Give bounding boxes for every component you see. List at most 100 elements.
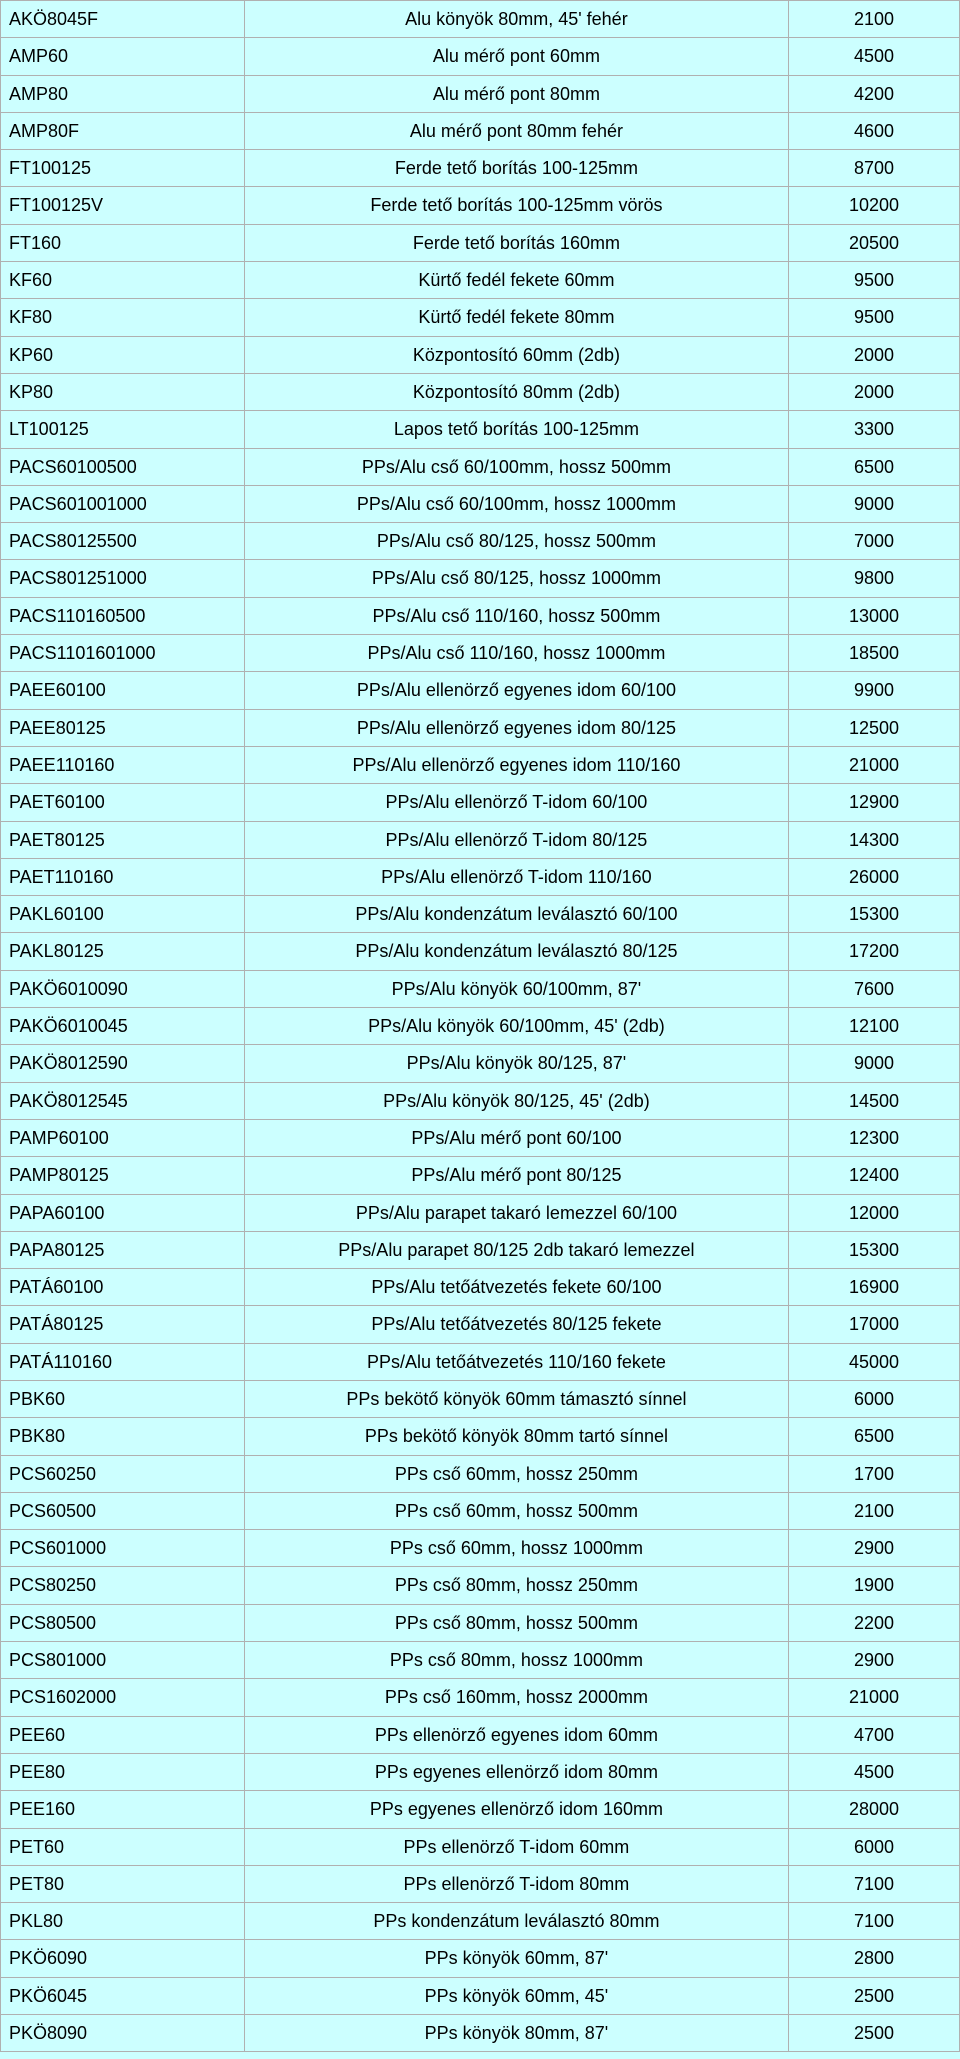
table-row: PACS80125500PPs/Alu cső 80/125, hossz 50… — [1, 523, 960, 560]
cell-price: 12000 — [789, 1194, 960, 1231]
table-row: PBK80PPs bekötő könyök 80mm tartó sínnel… — [1, 1418, 960, 1455]
cell-desc: PPs/Alu ellenörző T-idom 110/160 — [244, 858, 788, 895]
cell-code: AMP80 — [1, 75, 245, 112]
table-row: PCS801000PPs cső 80mm, hossz 1000mm2900 — [1, 1642, 960, 1679]
table-row: PATÁ110160PPs/Alu tetőátvezetés 110/160 … — [1, 1343, 960, 1380]
cell-price: 21000 — [789, 1679, 960, 1716]
table-row: PAKÖ8012590PPs/Alu könyök 80/125, 87'900… — [1, 1045, 960, 1082]
table-row: PCS80500PPs cső 80mm, hossz 500mm2200 — [1, 1604, 960, 1641]
cell-price: 2200 — [789, 1604, 960, 1641]
cell-code: PEE60 — [1, 1716, 245, 1753]
table-row: PAKÖ6010045PPs/Alu könyök 60/100mm, 45' … — [1, 1008, 960, 1045]
cell-code: PET60 — [1, 1828, 245, 1865]
table-row: FT100125Ferde tető borítás 100-125mm8700 — [1, 150, 960, 187]
cell-desc: PPs könyök 60mm, 45' — [244, 1977, 788, 2014]
cell-price: 2500 — [789, 2015, 960, 2052]
table-row: PKÖ6045PPs könyök 60mm, 45'2500 — [1, 1977, 960, 2014]
cell-code: PCS60250 — [1, 1455, 245, 1492]
table-row: PKÖ6090PPs könyök 60mm, 87'2800 — [1, 1940, 960, 1977]
cell-code: PEE80 — [1, 1753, 245, 1790]
table-row: PKÖ8090PPs könyök 80mm, 87'2500 — [1, 2015, 960, 2052]
table-row: PAPA80125PPs/Alu parapet 80/125 2db taka… — [1, 1231, 960, 1268]
cell-price: 12500 — [789, 709, 960, 746]
table-row: PAMP80125PPs/Alu mérő pont 80/12512400 — [1, 1157, 960, 1194]
cell-code: PEE160 — [1, 1791, 245, 1828]
cell-desc: Alu mérő pont 80mm — [244, 75, 788, 112]
table-row: FT100125VFerde tető borítás 100-125mm vö… — [1, 187, 960, 224]
cell-price: 6000 — [789, 1380, 960, 1417]
cell-desc: PPs/Alu ellenörző egyenes idom 110/160 — [244, 746, 788, 783]
cell-price: 6000 — [789, 1828, 960, 1865]
cell-code: PET80 — [1, 1865, 245, 1902]
table-row: PEE160PPs egyenes ellenörző idom 160mm28… — [1, 1791, 960, 1828]
cell-code: PKÖ6090 — [1, 1940, 245, 1977]
cell-desc: Ferde tető borítás 100-125mm — [244, 150, 788, 187]
cell-code: KP60 — [1, 336, 245, 373]
cell-desc: PPs cső 160mm, hossz 2000mm — [244, 1679, 788, 1716]
cell-code: PAEE60100 — [1, 672, 245, 709]
cell-desc: PPs/Alu könyök 80/125, 45' (2db) — [244, 1082, 788, 1119]
cell-price: 12100 — [789, 1008, 960, 1045]
cell-price: 7600 — [789, 970, 960, 1007]
table-row: PACS1101601000PPs/Alu cső 110/160, hossz… — [1, 635, 960, 672]
cell-desc: PPs könyök 60mm, 87' — [244, 1940, 788, 1977]
cell-desc: PPs/Alu parapet 80/125 2db takaró lemezz… — [244, 1231, 788, 1268]
cell-code: PCS1602000 — [1, 1679, 245, 1716]
cell-code: PAKL80125 — [1, 933, 245, 970]
cell-desc: PPs ellenörző T-idom 60mm — [244, 1828, 788, 1865]
cell-code: FT100125V — [1, 187, 245, 224]
table-row: PCS1602000PPs cső 160mm, hossz 2000mm210… — [1, 1679, 960, 1716]
cell-code: PAKÖ8012590 — [1, 1045, 245, 1082]
cell-price: 28000 — [789, 1791, 960, 1828]
cell-price: 12300 — [789, 1119, 960, 1156]
table-row: PAKÖ8012545PPs/Alu könyök 80/125, 45' (2… — [1, 1082, 960, 1119]
cell-desc: PPs/Alu könyök 80/125, 87' — [244, 1045, 788, 1082]
cell-desc: PPs ellenörző egyenes idom 60mm — [244, 1716, 788, 1753]
table-row: PACS60100500PPs/Alu cső 60/100mm, hossz … — [1, 448, 960, 485]
cell-code: PAPA60100 — [1, 1194, 245, 1231]
cell-desc: PPs cső 60mm, hossz 250mm — [244, 1455, 788, 1492]
cell-price: 13000 — [789, 597, 960, 634]
cell-desc: PPs cső 60mm, hossz 500mm — [244, 1492, 788, 1529]
cell-price: 9000 — [789, 485, 960, 522]
cell-desc: Központosító 80mm (2db) — [244, 373, 788, 410]
cell-price: 45000 — [789, 1343, 960, 1380]
cell-code: PAPA80125 — [1, 1231, 245, 1268]
table-row: PBK60PPs bekötő könyök 60mm támasztó sín… — [1, 1380, 960, 1417]
cell-code: PAKÖ8012545 — [1, 1082, 245, 1119]
cell-desc: Központosító 60mm (2db) — [244, 336, 788, 373]
cell-desc: PPs/Alu tetőátvezetés fekete 60/100 — [244, 1269, 788, 1306]
cell-price: 21000 — [789, 746, 960, 783]
cell-code: PAEE110160 — [1, 746, 245, 783]
cell-price: 4500 — [789, 1753, 960, 1790]
cell-desc: PPs/Alu cső 80/125, hossz 500mm — [244, 523, 788, 560]
cell-desc: PPs/Alu parapet takaró lemezzel 60/100 — [244, 1194, 788, 1231]
cell-desc: PPs cső 60mm, hossz 1000mm — [244, 1530, 788, 1567]
cell-price: 4700 — [789, 1716, 960, 1753]
cell-code: PACS801251000 — [1, 560, 245, 597]
cell-code: PCS601000 — [1, 1530, 245, 1567]
cell-desc: PPs/Alu kondenzátum leválasztó 80/125 — [244, 933, 788, 970]
cell-code: PAKL60100 — [1, 896, 245, 933]
cell-desc: PPs/Alu könyök 60/100mm, 87' — [244, 970, 788, 1007]
table-row: PAET80125PPs/Alu ellenörző T-idom 80/125… — [1, 821, 960, 858]
cell-price: 2100 — [789, 1, 960, 38]
cell-desc: PPs/Alu cső 60/100mm, hossz 500mm — [244, 448, 788, 485]
cell-desc: PPs/Alu cső 110/160, hossz 500mm — [244, 597, 788, 634]
table-row: FT160Ferde tető borítás 160mm20500 — [1, 224, 960, 261]
cell-desc: PPs bekötő könyök 60mm támasztó sínnel — [244, 1380, 788, 1417]
cell-code: AMP80F — [1, 112, 245, 149]
cell-price: 9000 — [789, 1045, 960, 1082]
cell-price: 18500 — [789, 635, 960, 672]
table-row: KP60Központosító 60mm (2db)2000 — [1, 336, 960, 373]
cell-desc: Alu könyök 80mm, 45' fehér — [244, 1, 788, 38]
cell-code: LT100125 — [1, 411, 245, 448]
cell-code: PATÁ80125 — [1, 1306, 245, 1343]
cell-desc: Lapos tető borítás 100-125mm — [244, 411, 788, 448]
cell-price: 6500 — [789, 448, 960, 485]
table-row: PEE60PPs ellenörző egyenes idom 60mm4700 — [1, 1716, 960, 1753]
cell-code: PBK80 — [1, 1418, 245, 1455]
cell-price: 9800 — [789, 560, 960, 597]
table-row: PAEE110160PPs/Alu ellenörző egyenes idom… — [1, 746, 960, 783]
cell-code: PAMP80125 — [1, 1157, 245, 1194]
